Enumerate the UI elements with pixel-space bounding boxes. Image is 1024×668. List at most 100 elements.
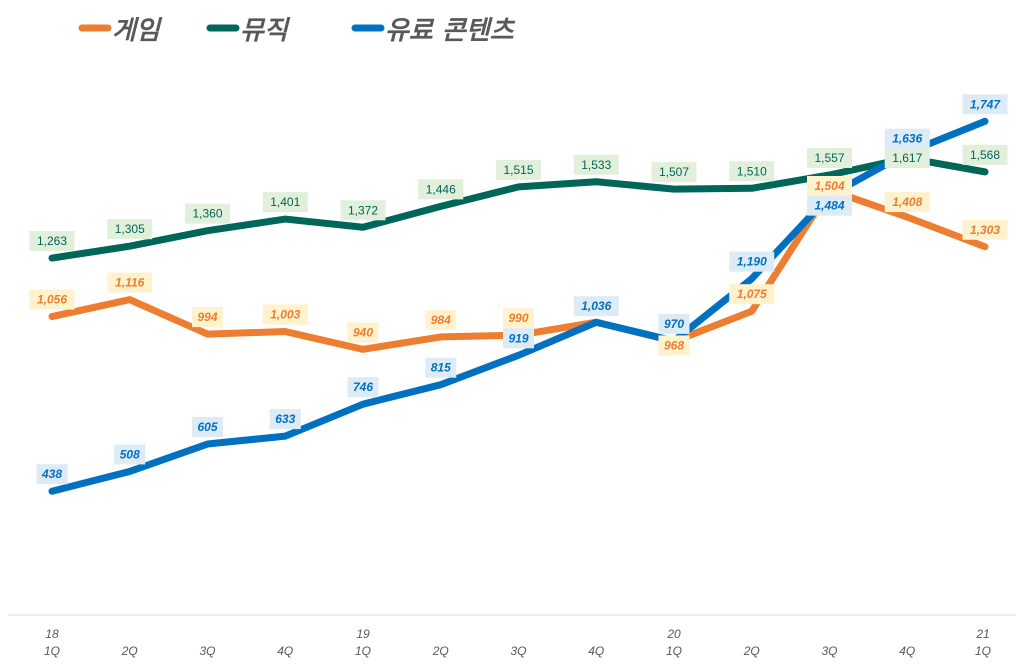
data-label: 1,075 xyxy=(729,284,775,305)
data-label-text: 1,617 xyxy=(892,151,922,165)
data-label: 508 xyxy=(114,444,146,465)
data-label: 994 xyxy=(192,307,223,328)
data-label-bg xyxy=(651,162,697,183)
data-label: 1,533 xyxy=(573,154,619,175)
data-label: 1,360 xyxy=(185,203,230,224)
tick-label-quarter: 4Q xyxy=(277,644,293,658)
data-label: 919 xyxy=(503,328,534,349)
data-label-bg xyxy=(114,444,146,465)
data-label: 1,568 xyxy=(962,144,1008,165)
data-label-text: 1,401 xyxy=(270,195,300,209)
data-label: 1,401 xyxy=(262,192,308,213)
data-label-bg xyxy=(262,304,308,325)
data-label: 1,446 xyxy=(418,179,464,200)
tick-label-year: 19 xyxy=(356,627,370,641)
data-label-text: 970 xyxy=(664,317,684,331)
tick-label-quarter: 2Q xyxy=(743,644,760,658)
data-label: 815 xyxy=(425,357,457,378)
tick-label-quarter: 4Q xyxy=(588,644,604,658)
data-label-text: 940 xyxy=(353,325,373,339)
legend-label: 유료 콘텐츠 xyxy=(385,16,516,46)
data-label-text: 968 xyxy=(664,338,684,352)
data-label-bg xyxy=(962,144,1008,165)
tick-label-year: 21 xyxy=(975,627,989,641)
data-label-text: 1,636 xyxy=(892,132,922,146)
data-label-bg xyxy=(36,464,68,485)
data-label-bg xyxy=(107,219,153,240)
data-label: 1,263 xyxy=(29,231,75,252)
data-label: 1,116 xyxy=(107,272,153,293)
data-label-bg xyxy=(573,296,619,317)
data-label-bg xyxy=(340,200,386,221)
data-label-bg xyxy=(29,231,75,252)
data-label-text: 1,303 xyxy=(970,223,1000,237)
tick-label-quarter: 3Q xyxy=(199,644,215,658)
data-label-bg xyxy=(807,147,852,168)
data-label-text: 1,360 xyxy=(192,207,222,221)
data-label-text: 1,036 xyxy=(581,299,611,313)
data-label-text: 1,190 xyxy=(737,255,767,269)
data-label-bg xyxy=(192,417,223,438)
data-label: 1,510 xyxy=(729,161,775,182)
tick-label-quarter: 4Q xyxy=(899,644,915,658)
data-label-text: 1,533 xyxy=(581,158,611,172)
data-label-bg xyxy=(807,175,852,196)
data-label-text: 1,003 xyxy=(270,308,300,322)
data-label: 605 xyxy=(192,417,223,438)
data-label-text: 1,372 xyxy=(348,203,378,217)
data-label: 1,507 xyxy=(651,162,697,183)
data-label-bg xyxy=(185,203,230,224)
data-label-bg xyxy=(729,161,775,182)
data-label-text: 990 xyxy=(508,311,528,325)
data-label-text: 1,116 xyxy=(115,276,144,290)
data-label: 1,003 xyxy=(262,304,308,325)
data-label: 1,636 xyxy=(884,128,930,149)
tick-label-quarter: 2Q xyxy=(432,644,449,658)
data-label-bg xyxy=(962,94,1008,115)
data-label-bg xyxy=(503,308,534,329)
data-label-bg xyxy=(347,322,379,343)
tick-label-quarter: 3Q xyxy=(510,644,526,658)
data-label: 1,504 xyxy=(807,175,852,196)
series-line xyxy=(48,154,989,262)
data-label: 1,617 xyxy=(884,148,930,169)
tick-label-quarter: 2Q xyxy=(121,644,138,658)
data-label: 1,190 xyxy=(729,251,775,272)
tick-label-year: 18 xyxy=(45,627,59,641)
data-label-text: 1,263 xyxy=(37,234,67,248)
legend-label: 뮤직 xyxy=(240,16,291,46)
data-label: 438 xyxy=(36,464,68,485)
data-label-bg xyxy=(418,179,464,200)
tick-label-quarter: 3Q xyxy=(821,644,837,658)
legend-label: 게임 xyxy=(112,16,163,46)
data-label-bg xyxy=(573,154,619,175)
data-label-text: 1,557 xyxy=(814,151,844,165)
data-label-bg xyxy=(503,328,534,349)
data-label-text: 1,568 xyxy=(970,148,1000,162)
data-label-text: 984 xyxy=(431,313,451,327)
data-label-text: 994 xyxy=(197,310,217,324)
data-label-bg xyxy=(269,409,301,430)
data-label: 940 xyxy=(347,322,379,343)
data-label-text: 1,305 xyxy=(115,222,145,236)
data-label-text: 1,408 xyxy=(892,195,922,209)
data-label-bg xyxy=(807,195,852,216)
data-label-bg xyxy=(729,251,775,272)
data-label: 1,303 xyxy=(962,219,1008,240)
tick-label-quarter: 1Q xyxy=(44,644,60,658)
data-label-text: 746 xyxy=(353,380,373,394)
tick-label-quarter: 1Q xyxy=(355,644,371,658)
data-label-text: 815 xyxy=(431,361,451,375)
data-label-bg xyxy=(29,289,75,310)
legend: 게임 뮤직 유료 콘텐츠 xyxy=(78,16,516,46)
data-label-bg xyxy=(347,377,379,398)
data-label: 633 xyxy=(269,409,301,430)
data-label-text: 438 xyxy=(41,467,62,481)
data-label: 1,056 xyxy=(29,289,75,310)
data-label-text: 1,507 xyxy=(659,165,689,179)
x-axis-ticks: 18 1Q 2Q 3Q 4Q 19 1Q 2Q 3Q 4Q 20 1Q 2Q 3Q 4Q 21 1Q xyxy=(44,627,991,658)
data-label: 1,515 xyxy=(496,159,541,180)
data-label: 1,484 xyxy=(807,195,852,216)
data-labels: 1,056 1,116 994 1,003 940 984 990 968 1,075 1,504… xyxy=(29,94,1008,485)
